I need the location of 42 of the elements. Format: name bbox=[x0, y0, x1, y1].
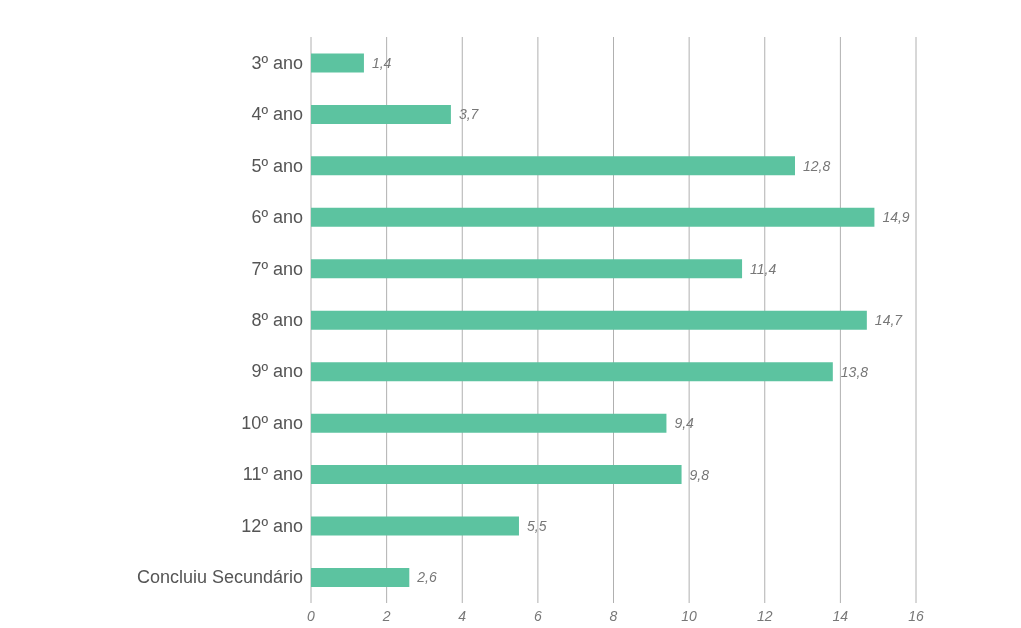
x-tick-label: 16 bbox=[908, 607, 924, 624]
y-tick-label: 4º ano bbox=[251, 104, 303, 125]
bar bbox=[311, 516, 519, 536]
data-label: 13,8 bbox=[840, 363, 869, 380]
bar bbox=[311, 207, 875, 227]
y-tick-label: 8º ano bbox=[251, 310, 303, 330]
data-label: 2,6 bbox=[416, 569, 437, 586]
data-label: 11,4 bbox=[750, 260, 777, 277]
bar bbox=[311, 465, 682, 485]
x-tick-label: 14 bbox=[832, 607, 849, 624]
data-label: 9,8 bbox=[689, 466, 710, 483]
bar bbox=[311, 413, 667, 433]
y-tick-label: 7º ano bbox=[251, 258, 303, 279]
data-label: 12,8 bbox=[803, 157, 831, 174]
x-tick-label: 10 bbox=[681, 607, 698, 624]
bar bbox=[311, 156, 795, 176]
data-label: 3,7 bbox=[458, 106, 480, 123]
y-tick-label: 10º ano bbox=[241, 412, 303, 433]
y-tick-label: 11º ano bbox=[242, 464, 303, 485]
bar bbox=[311, 362, 833, 382]
x-tick-label: 4 bbox=[458, 607, 467, 624]
bar bbox=[311, 259, 743, 279]
data-label: 9,4 bbox=[674, 415, 695, 432]
x-tick-label: 8 bbox=[609, 607, 618, 624]
bar bbox=[311, 568, 410, 588]
x-tick-label: 0 bbox=[307, 607, 316, 624]
data-label: 1,4 bbox=[371, 54, 392, 71]
y-tick-label: 12º ano bbox=[241, 515, 303, 536]
bar bbox=[311, 104, 451, 124]
x-tick-label: 12 bbox=[756, 607, 773, 624]
bar bbox=[311, 53, 364, 73]
data-label: 14,7 bbox=[874, 312, 904, 329]
data-label: 14,9 bbox=[882, 209, 910, 226]
y-tick-label: 9º ano bbox=[251, 361, 303, 382]
y-tick-label: 3º ano bbox=[251, 52, 303, 73]
data-label: 5,5 bbox=[526, 518, 547, 535]
y-tick-label: Concluiu Secundário bbox=[136, 567, 303, 588]
y-tick-label: 5º ano bbox=[251, 155, 303, 176]
y-tick-label: 6º ano bbox=[251, 207, 303, 228]
bar bbox=[311, 310, 867, 330]
x-tick-label: 6 bbox=[533, 607, 542, 624]
x-tick-label: 2 bbox=[381, 607, 391, 624]
